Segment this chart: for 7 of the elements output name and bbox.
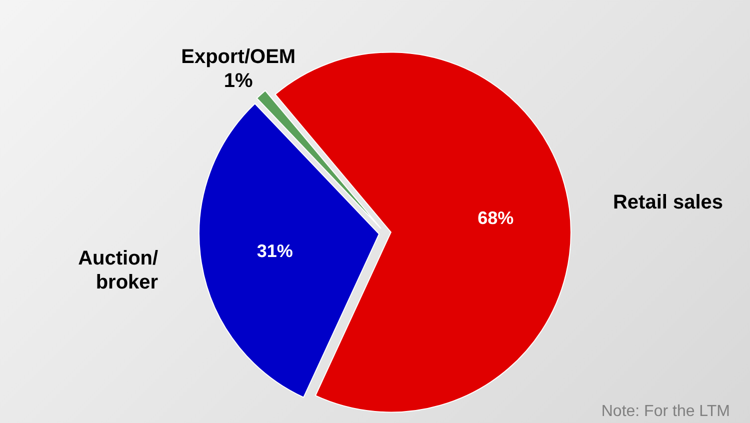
data-label: 31%: [256, 241, 293, 262]
data-label: 68%: [478, 208, 514, 228]
data-label: 1%: [224, 70, 254, 92]
slice-label: Auction/ broker: [78, 248, 159, 294]
slice-label: Export/OEM: [181, 46, 296, 68]
slice-label: Retail sales: [612, 192, 724, 214]
text: Note: For the LTM: [601, 403, 730, 421]
